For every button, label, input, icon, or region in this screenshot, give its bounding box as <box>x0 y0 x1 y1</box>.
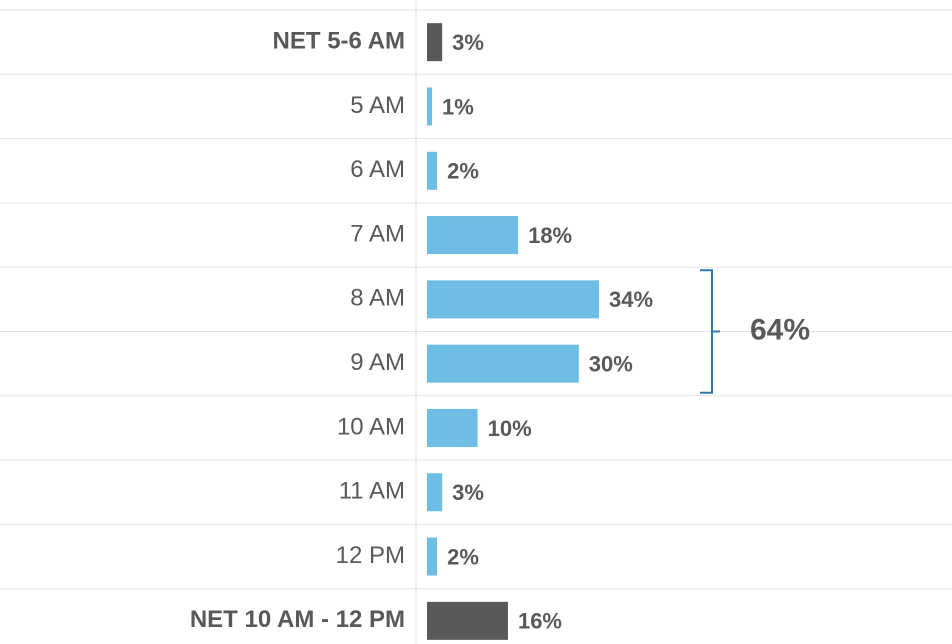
bar <box>427 216 519 255</box>
bar <box>427 23 443 62</box>
bar <box>427 344 579 383</box>
bar <box>427 537 438 576</box>
value-label: 10% <box>488 416 532 441</box>
category-label: 12 PM <box>336 542 405 569</box>
category-label: 10 AM <box>337 413 405 440</box>
annotation-label: 64% <box>750 313 810 346</box>
category-label: 9 AM <box>350 349 405 376</box>
value-label: 16% <box>518 609 562 634</box>
bar <box>427 473 443 512</box>
bar <box>427 280 600 319</box>
bar <box>427 601 508 640</box>
category-label: 11 AM <box>339 478 405 505</box>
category-label: NET 5-6 AM <box>273 27 405 54</box>
category-label: NET 10 AM - 12 PM <box>190 606 405 633</box>
value-label: 18% <box>528 223 572 248</box>
value-label: 3% <box>452 480 484 505</box>
value-label: 30% <box>589 351 633 376</box>
value-label: 2% <box>447 544 479 569</box>
value-label: 34% <box>609 287 653 312</box>
bar <box>427 408 478 447</box>
category-label: 5 AM <box>350 92 405 119</box>
value-label: 2% <box>447 159 479 184</box>
bracket <box>700 269 720 394</box>
category-label: 7 AM <box>350 220 405 247</box>
value-label: 3% <box>452 30 484 55</box>
bar <box>427 87 433 126</box>
value-label: 1% <box>442 94 474 119</box>
category-label: 8 AM <box>350 285 405 312</box>
category-label: 6 AM <box>350 156 405 183</box>
bar <box>427 151 438 190</box>
